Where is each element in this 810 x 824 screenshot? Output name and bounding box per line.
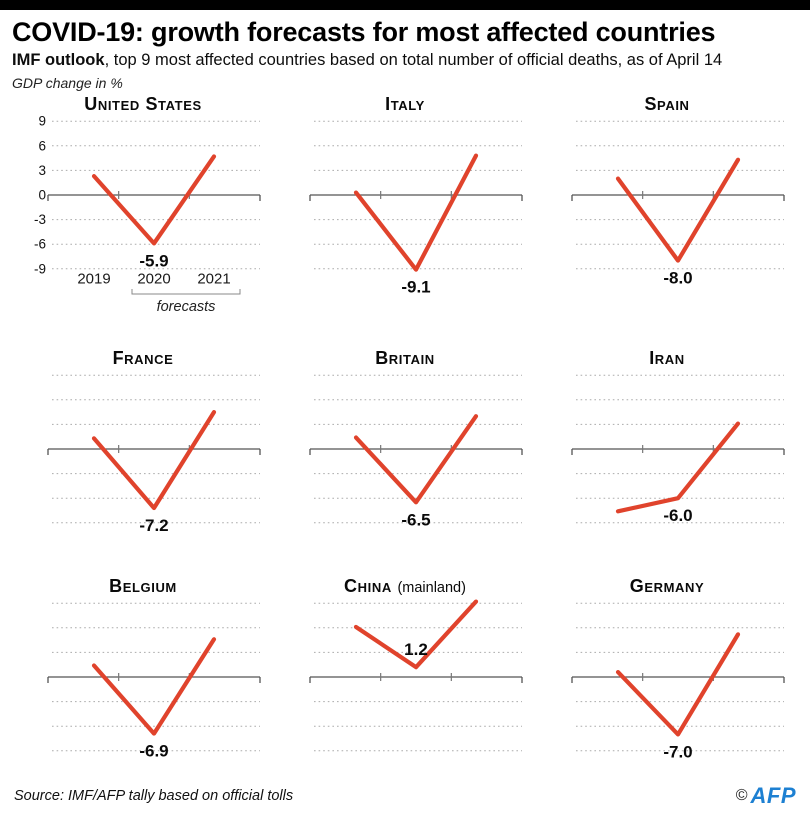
y-tick-label: -3 — [34, 212, 46, 227]
y-tick-label: 0 — [38, 187, 46, 202]
chart-svg-belgium: -6.9 — [47, 602, 261, 760]
value-label: -7.2 — [139, 516, 168, 535]
country-name: Belgium — [109, 575, 177, 596]
country-name: Italy — [385, 93, 425, 114]
value-label: -6.9 — [139, 741, 168, 760]
trend-line — [91, 154, 217, 246]
country-name: Germany — [629, 575, 705, 596]
trend-line — [615, 632, 741, 737]
y-tick-label: 9 — [38, 115, 46, 129]
trend-line — [353, 153, 479, 272]
copyright-icon: © — [735, 786, 748, 804]
chart-cell-spain: Spain -8.0 — [536, 93, 798, 321]
unit-label: GDP change in % — [12, 74, 123, 91]
chart-svg-china: 1.2 — [309, 599, 523, 752]
chart-svg-britain: -6.5 — [309, 374, 523, 529]
y-tick-label: -9 — [34, 261, 46, 276]
chart-cell-iran: Iran -6.0 — [536, 347, 798, 549]
forecasts-label: forecasts — [157, 299, 216, 315]
footer: Source: IMF/AFP tally based on official … — [0, 777, 810, 809]
trend-line — [353, 599, 479, 670]
charts-grid: United States 9 6 3 0 -3 -6 -9 -5.9 2019 2020 2021 f… — [12, 93, 798, 777]
value-label: -6.5 — [401, 510, 430, 529]
zero-axis — [309, 190, 523, 201]
country-name: China — [344, 575, 392, 596]
afp-logo: © AFP — [736, 783, 796, 809]
chart-svg-united-states: 9 6 3 0 -3 -6 -9 -5.9 2019 2020 2021 forecasts — [34, 115, 261, 315]
chart-cell-italy: Italy -9.1 — [274, 93, 536, 321]
zero-axis — [309, 444, 523, 455]
value-label: -6.0 — [663, 506, 692, 525]
chart-cell-china: China (mainland) 1.2 — [274, 575, 536, 777]
chart-svg-germany: -7.0 — [571, 602, 785, 761]
source-credit: Source: IMF/AFP tally based on official … — [14, 787, 294, 804]
forecasts-bracket — [131, 288, 241, 295]
chart-cell-belgium: Belgium -6.9 — [12, 575, 274, 777]
chart-svg-spain: -8.0 — [571, 120, 785, 287]
country-name: France — [112, 347, 174, 368]
zero-axis — [309, 672, 523, 683]
chart-title-france: France — [113, 347, 174, 369]
y-tick-label: 6 — [38, 138, 46, 153]
chart-svg-france: -7.2 — [47, 374, 261, 535]
zero-axis — [47, 672, 261, 683]
trend-line — [615, 157, 741, 263]
trend-line — [91, 409, 217, 510]
x-tick-label: 2021 — [197, 270, 230, 287]
country-name: Iran — [649, 347, 685, 368]
chart-cell-britain: Britain -6.5 — [274, 347, 536, 549]
country-name-suffix: (mainland) — [397, 579, 466, 596]
chart-cell-france: France -7.2 — [12, 347, 274, 549]
chart-title-germany: Germany — [630, 575, 705, 597]
trend-line — [615, 421, 741, 514]
chart-title-britain: Britain — [375, 347, 435, 369]
chart-cell-germany: Germany -7.0 — [536, 575, 798, 777]
value-label: -5.9 — [139, 251, 168, 270]
zero-axis — [47, 444, 261, 455]
chart-svg-iran: -6.0 — [571, 374, 785, 525]
country-name: Britain — [375, 347, 435, 368]
trend-line — [353, 413, 479, 505]
value-label: -9.1 — [401, 277, 430, 294]
value-label: -7.0 — [663, 742, 692, 761]
value-label: 1.2 — [404, 640, 428, 659]
afp-logo-text: AFP — [750, 782, 796, 808]
zero-axis — [571, 444, 785, 455]
trend-line — [91, 637, 217, 736]
chart-title-iran: Iran — [649, 347, 685, 369]
zero-axis — [571, 672, 785, 683]
zero-axis — [571, 190, 785, 201]
chart-title-united-states: United States — [84, 93, 202, 115]
subtitle-rest: , top 9 most affected countries based on… — [104, 51, 723, 70]
chart-svg-italy: -9.1 — [309, 120, 523, 295]
country-name: United States — [84, 93, 202, 114]
page-title: COVID-19: growth forecasts for most affe… — [12, 17, 716, 47]
chart-title-china: China (mainland) — [344, 575, 466, 597]
chart-title-italy: Italy — [385, 93, 425, 115]
y-tick-label: -6 — [34, 237, 46, 252]
subtitle-lead: IMF outlook — [12, 51, 105, 70]
subtitle: IMF outlook, top 9 most affected countri… — [12, 50, 798, 71]
chart-title-belgium: Belgium — [109, 575, 177, 597]
x-tick-label: 2020 — [137, 270, 170, 287]
zero-axis — [47, 190, 261, 201]
y-tick-label: 3 — [38, 163, 46, 178]
chart-cell-united-states: United States 9 6 3 0 -3 -6 -9 -5.9 2019 2020 2021 f… — [12, 93, 274, 321]
top-black-bar — [0, 0, 810, 10]
country-name: Spain — [644, 93, 690, 114]
infographic: COVID-19: growth forecasts for most affe… — [0, 17, 810, 777]
x-tick-label: 2019 — [77, 270, 110, 287]
value-label: -8.0 — [663, 268, 692, 287]
chart-title-spain: Spain — [644, 93, 689, 115]
